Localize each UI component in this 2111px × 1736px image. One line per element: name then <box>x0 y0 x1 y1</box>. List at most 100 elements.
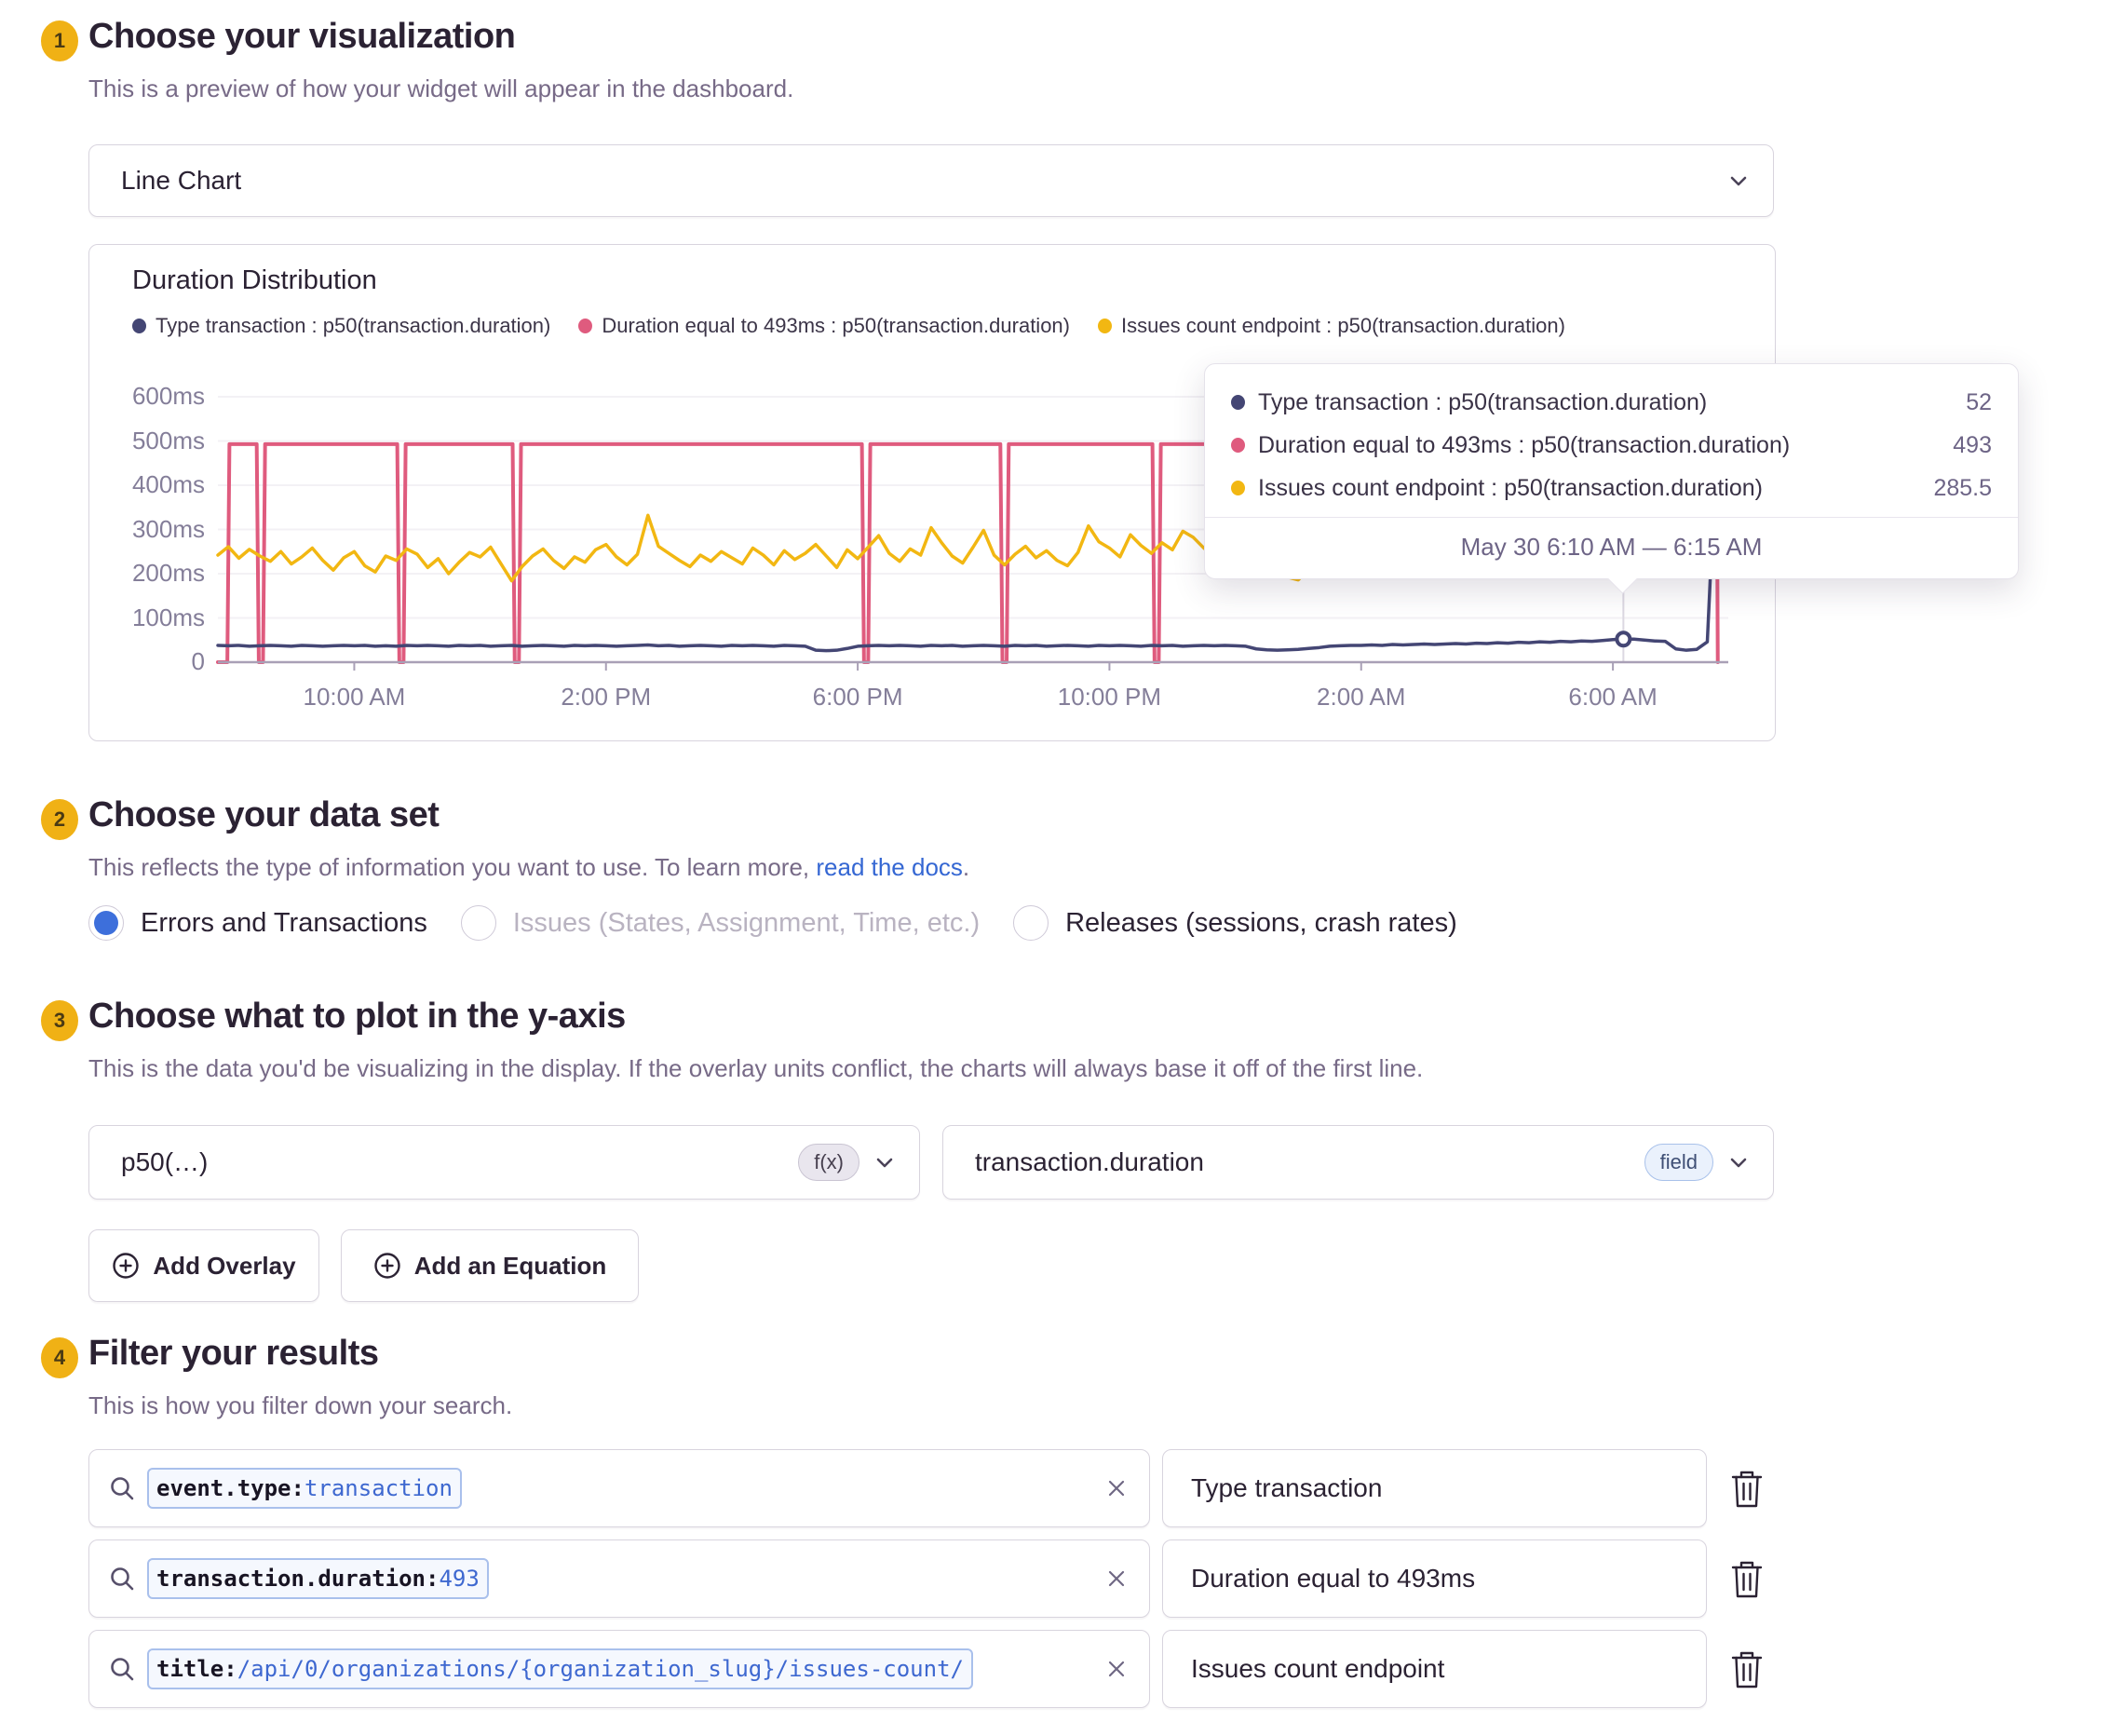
function-badge: f(x) <box>798 1144 859 1181</box>
chart-tooltip: Type transaction : p50(transaction.durat… <box>1204 363 2019 594</box>
filter-alias-input[interactable]: Type transaction <box>1162 1449 1707 1527</box>
x-axis-tick-label: 10:00 AM <box>303 683 406 711</box>
yaxis-function-select[interactable]: p50(…) f(x) <box>88 1125 920 1200</box>
legend-dot-pink-icon <box>578 319 593 333</box>
clear-search-icon[interactable] <box>1104 1566 1129 1591</box>
section-1-title: Choose your visualization <box>88 17 516 56</box>
yaxis-parameter-value: transaction.duration <box>975 1147 1204 1176</box>
alias-value: Issues count endpoint <box>1191 1654 1445 1683</box>
plus-circle-icon <box>113 1253 140 1279</box>
x-axis-tick-label: 2:00 PM <box>561 683 652 711</box>
y-axis-tick-label: 600ms <box>131 382 205 410</box>
section-2-subtitle: This reflects the type of information yo… <box>88 853 969 882</box>
radio-unselected-icon <box>460 905 496 941</box>
legend-item[interactable]: Issues count endpoint : p50(transaction.… <box>1098 314 1565 338</box>
search-token[interactable]: event.type: transaction <box>147 1468 462 1509</box>
search-icon <box>111 1567 134 1591</box>
yaxis-function-value: p50(…) <box>121 1147 209 1176</box>
radio-releases[interactable]: Releases (sessions, crash rates) <box>1013 905 1457 941</box>
chevron-down-icon <box>1730 1158 1747 1168</box>
tooltip-row: Type transaction : p50(transaction.durat… <box>1231 381 1992 424</box>
y-axis-tick-label: 500ms <box>131 426 205 454</box>
radio-label: Errors and Transactions <box>141 907 427 938</box>
yaxis-parameter-select[interactable]: transaction.duration field <box>942 1125 1774 1200</box>
add-overlay-button[interactable]: Add Overlay <box>88 1229 319 1302</box>
chart-title: Duration Distribution <box>132 265 377 295</box>
legend-item[interactable]: Duration equal to 493ms : p50(transactio… <box>578 314 1070 338</box>
filter-search-input[interactable]: event.type: transaction <box>88 1449 1150 1527</box>
tooltip-dot-yellow-icon <box>1231 481 1245 495</box>
visualization-select-value: Line Chart <box>121 166 242 195</box>
step-1-badge: 1 <box>41 20 78 61</box>
delete-filter-button[interactable] <box>1728 1468 1766 1511</box>
tooltip-row: Issues count endpoint : p50(transaction.… <box>1231 467 1992 509</box>
section-4-title: Filter your results <box>88 1334 379 1373</box>
tooltip-row: Duration equal to 493ms : p50(transactio… <box>1231 424 1992 467</box>
section-3-title: Choose what to plot in the y-axis <box>88 997 626 1036</box>
legend-label: Duration equal to 493ms : p50(transactio… <box>602 314 1070 337</box>
tooltip-series-label: Type transaction : p50(transaction.durat… <box>1258 388 1708 415</box>
y-axis-tick-label: 400ms <box>131 470 205 498</box>
filter-alias-input[interactable]: Issues count endpoint <box>1162 1630 1707 1708</box>
chevron-down-icon <box>876 1158 893 1168</box>
radio-label: Releases (sessions, crash rates) <box>1065 907 1457 938</box>
legend-dot-yellow-icon <box>1098 319 1112 333</box>
step-4-badge: 4 <box>41 1337 78 1378</box>
search-icon <box>111 1658 134 1681</box>
section-2-title: Choose your data set <box>88 795 440 834</box>
tooltip-series-value: 52 <box>1966 388 1992 415</box>
section-4-subtitle: This is how you filter down your search. <box>88 1391 513 1419</box>
add-overlay-label: Add Overlay <box>153 1251 296 1280</box>
section-1-subtitle: This is a preview of how your widget wil… <box>88 75 794 102</box>
tooltip-divider <box>1205 517 2018 518</box>
subtitle-text: This reflects the type of information yo… <box>88 853 817 881</box>
filter-search-input[interactable]: title:/api/0/organizations/{organization… <box>88 1630 1150 1708</box>
delete-filter-button[interactable] <box>1728 1648 1766 1691</box>
tooltip-series-value: 493 <box>1953 431 1992 458</box>
chart-legend: Type transaction : p50(transaction.durat… <box>132 314 1565 338</box>
y-axis-tick-label: 0 <box>191 647 205 675</box>
step-2-badge: 2 <box>41 799 78 840</box>
plus-circle-icon <box>374 1253 400 1279</box>
clear-search-icon[interactable] <box>1104 1657 1129 1681</box>
delete-filter-button[interactable] <box>1728 1558 1766 1601</box>
radio-label: Issues (States, Assignment, Time, etc.) <box>512 907 981 938</box>
x-axis-tick-label: 6:00 PM <box>812 683 903 711</box>
section-3-subtitle: This is the data you'd be visualizing in… <box>88 1054 1424 1082</box>
x-axis-tick-label: 2:00 AM <box>1317 683 1406 711</box>
subtitle-text: . <box>962 853 970 881</box>
y-axis-tick-label: 200ms <box>131 559 205 587</box>
filter-search-input[interactable]: transaction.duration: 493 <box>88 1539 1150 1618</box>
filter-alias-input[interactable]: Duration equal to 493ms <box>1162 1539 1707 1618</box>
radio-errors-transactions[interactable]: Errors and Transactions <box>88 905 427 941</box>
radio-issues[interactable]: Issues (States, Assignment, Time, etc.) <box>460 905 981 941</box>
radio-selected-icon <box>88 905 124 941</box>
x-axis-tick-label: 10:00 PM <box>1057 683 1162 711</box>
clear-search-icon[interactable] <box>1104 1476 1129 1500</box>
alias-value: Duration equal to 493ms <box>1191 1564 1476 1593</box>
y-axis-tick-label: 300ms <box>131 514 205 543</box>
dataset-radio-group: Errors and Transactions Issues (States, … <box>88 905 1457 941</box>
radio-unselected-icon <box>1013 905 1049 941</box>
legend-item[interactable]: Type transaction : p50(transaction.durat… <box>132 314 550 338</box>
tooltip-series-label: Duration equal to 493ms : p50(transactio… <box>1258 431 1791 458</box>
search-token[interactable]: title:/api/0/organizations/{organization… <box>147 1648 973 1689</box>
read-the-docs-link[interactable]: read the docs <box>816 853 963 881</box>
tooltip-dot-pink-icon <box>1231 438 1245 453</box>
y-axis-tick-label: 100ms <box>131 603 205 631</box>
chevron-down-icon <box>1730 176 1747 186</box>
tooltip-series-value: 285.5 <box>1933 474 1992 501</box>
search-icon <box>111 1477 134 1500</box>
tooltip-dot-navy-icon <box>1231 395 1245 410</box>
legend-label: Issues count endpoint : p50(transaction.… <box>1121 314 1565 337</box>
field-badge: field <box>1644 1144 1713 1181</box>
search-token[interactable]: transaction.duration: 493 <box>147 1558 489 1599</box>
token-value: transaction <box>304 1475 453 1501</box>
token-value: 493 <box>439 1566 480 1592</box>
token-key: transaction.duration: <box>156 1566 440 1592</box>
token-value: /api/0/organizations/{organization_slug}… <box>237 1656 964 1682</box>
add-equation-button[interactable]: Add an Equation <box>341 1229 639 1302</box>
legend-dot-navy-icon <box>132 319 146 333</box>
visualization-select[interactable]: Line Chart <box>88 144 1774 217</box>
